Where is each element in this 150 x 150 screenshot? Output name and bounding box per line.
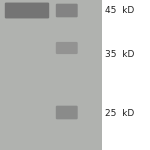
Text: 35  kD: 35 kD xyxy=(105,50,134,59)
Text: 45  kD: 45 kD xyxy=(105,6,134,15)
Bar xyxy=(0,0,102,150)
FancyBboxPatch shape xyxy=(5,3,49,18)
Text: 25  kD: 25 kD xyxy=(105,109,134,118)
FancyBboxPatch shape xyxy=(56,42,78,54)
FancyBboxPatch shape xyxy=(56,4,78,17)
FancyBboxPatch shape xyxy=(56,106,78,119)
